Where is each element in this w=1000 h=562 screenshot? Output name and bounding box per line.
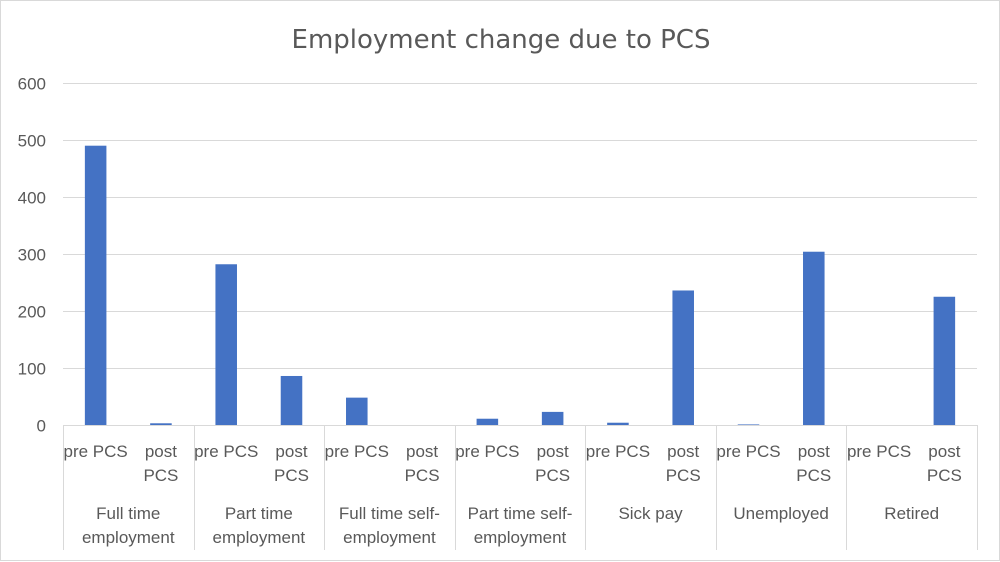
category-label: Full time self- bbox=[339, 504, 440, 523]
bar-label: post bbox=[537, 442, 569, 461]
bar bbox=[280, 375, 303, 425]
bar bbox=[737, 424, 760, 425]
bar-label: pre PCS bbox=[847, 442, 911, 461]
bar-label: PCS bbox=[535, 466, 570, 485]
bar bbox=[476, 418, 499, 425]
category-label: Part time bbox=[225, 504, 293, 523]
category-label: employment bbox=[213, 528, 306, 547]
bar bbox=[346, 397, 368, 425]
category-label: employment bbox=[474, 528, 567, 547]
category-label: Retired bbox=[884, 504, 939, 523]
bar-label: pre PCS bbox=[325, 442, 389, 461]
bars bbox=[84, 145, 956, 425]
bar bbox=[84, 145, 107, 425]
y-tick-label: 100 bbox=[18, 360, 46, 379]
y-axis-ticks: 0 100 200 300 400 500 600 bbox=[18, 75, 46, 436]
category-label: Part time self- bbox=[468, 504, 573, 523]
bar bbox=[672, 290, 694, 425]
bar-label: post bbox=[798, 442, 830, 461]
bar-label: post bbox=[406, 442, 438, 461]
y-tick-label: 600 bbox=[18, 75, 46, 94]
bar bbox=[541, 411, 564, 425]
y-tick-label: 500 bbox=[18, 132, 46, 151]
y-tick-label: 400 bbox=[18, 189, 46, 208]
x-axis-labels: pre PCS post PCS Full time employment pre PCS… bbox=[63, 425, 978, 550]
bar-label: pre PCS bbox=[716, 442, 780, 461]
bar bbox=[803, 251, 825, 425]
bar-label: pre PCS bbox=[455, 442, 519, 461]
bar-label: post bbox=[667, 442, 699, 461]
y-tick-label: 0 bbox=[37, 417, 46, 436]
category-label: employment bbox=[82, 528, 175, 547]
bar-label: pre PCS bbox=[194, 442, 258, 461]
bar-label: pre PCS bbox=[64, 442, 128, 461]
bar-label: PCS bbox=[274, 466, 309, 485]
bar-label: post bbox=[928, 442, 960, 461]
chart-title: Employment change due to PCS bbox=[292, 25, 711, 55]
bar-label: PCS bbox=[927, 466, 962, 485]
category-label: Sick pay bbox=[618, 504, 683, 523]
bar-label: post bbox=[275, 442, 307, 461]
bar bbox=[933, 296, 956, 425]
bar bbox=[607, 422, 629, 425]
bar bbox=[150, 423, 172, 425]
bar-label: post bbox=[145, 442, 177, 461]
y-tick-label: 300 bbox=[18, 246, 46, 265]
bar-label: PCS bbox=[405, 466, 440, 485]
bar-label: PCS bbox=[796, 466, 831, 485]
category-label: employment bbox=[343, 528, 436, 547]
gridlines bbox=[63, 83, 977, 426]
bar-label: pre PCS bbox=[586, 442, 650, 461]
bar-label: PCS bbox=[143, 466, 178, 485]
y-tick-label: 200 bbox=[18, 303, 46, 322]
category-label: Full time bbox=[96, 504, 160, 523]
bar-label: PCS bbox=[666, 466, 701, 485]
category-label: Unemployed bbox=[733, 504, 828, 523]
bar bbox=[215, 264, 237, 425]
